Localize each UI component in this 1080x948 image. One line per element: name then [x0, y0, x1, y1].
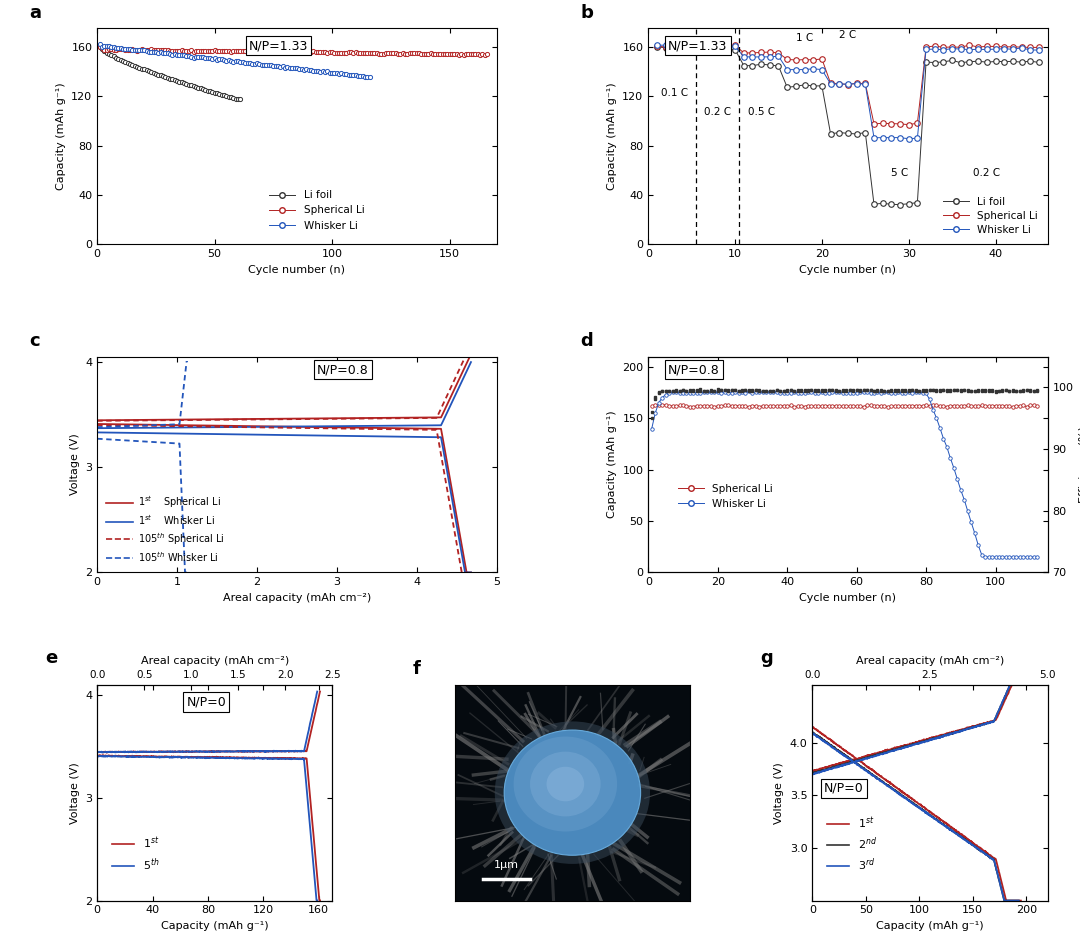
2$^{nd}$: [806, 768, 819, 779]
2$^{nd}$: [944, 729, 957, 740]
Y-axis label: Voltage (V): Voltage (V): [774, 762, 784, 824]
1$^{st}$: [963, 721, 976, 733]
X-axis label: Capacity (mAh g⁻¹): Capacity (mAh g⁻¹): [161, 921, 269, 931]
X-axis label: Cycle number (n): Cycle number (n): [248, 264, 346, 275]
1$^{st}$: [100, 747, 113, 758]
Line: 5$^{th}$: 5$^{th}$: [97, 691, 318, 753]
1$^{st}$: [148, 746, 161, 757]
Text: 0.1 C: 0.1 C: [661, 88, 688, 99]
Text: N/P=0: N/P=0: [824, 782, 864, 794]
X-axis label: Cycle number (n): Cycle number (n): [799, 592, 896, 603]
2$^{nd}$: [900, 740, 913, 752]
Y-axis label: Capacity (mAh g⁻¹): Capacity (mAh g⁻¹): [56, 82, 66, 191]
1$^{st}$: [222, 746, 235, 757]
2$^{nd}$: [1004, 679, 1017, 690]
1$^{st}$: [929, 731, 942, 742]
Text: N/P=0: N/P=0: [187, 696, 227, 708]
3$^{rd}$: [806, 769, 819, 780]
Text: 0.2 C: 0.2 C: [973, 169, 1000, 178]
Text: 0.5 C: 0.5 C: [747, 107, 774, 117]
Line: 2$^{nd}$: 2$^{nd}$: [812, 684, 1018, 774]
1$^{st}$: [1005, 679, 1018, 690]
Text: 0.2 C: 0.2 C: [704, 107, 731, 117]
Legend: Li foil, Spherical Li, Whisker Li: Li foil, Spherical Li, Whisker Li: [939, 192, 1042, 239]
1$^{st}$: [240, 746, 253, 757]
Circle shape: [495, 721, 650, 864]
1$^{st}$: [806, 765, 819, 776]
2$^{nd}$: [928, 733, 941, 744]
X-axis label: Cycle number (n): Cycle number (n): [799, 264, 896, 275]
5$^{th}$: [257, 746, 270, 757]
5$^{th}$: [238, 745, 251, 757]
3$^{rd}$: [1003, 679, 1016, 690]
5$^{th}$: [96, 747, 109, 758]
1$^{st}$: [901, 739, 914, 751]
Circle shape: [530, 752, 600, 816]
2$^{nd}$: [859, 752, 872, 763]
3$^{rd}$: [944, 729, 957, 740]
1$^{st}$: [192, 746, 205, 757]
Text: d: d: [580, 332, 593, 350]
Text: N/P=0.8: N/P=0.8: [316, 363, 368, 376]
Text: e: e: [45, 649, 57, 667]
Text: 5 C: 5 C: [891, 169, 908, 178]
Text: 1μm: 1μm: [494, 860, 519, 870]
3$^{rd}$: [1012, 679, 1025, 690]
Line: 3$^{rd}$: 3$^{rd}$: [812, 684, 1018, 775]
Legend: 1$^{st}$, 2$^{nd}$, 3$^{rd}$: 1$^{st}$, 2$^{nd}$, 3$^{rd}$: [823, 811, 881, 878]
5$^{th}$: [191, 746, 204, 757]
5$^{th}$: [148, 746, 161, 757]
3$^{rd}$: [900, 741, 913, 753]
Y-axis label: Voltage (V): Voltage (V): [69, 762, 80, 824]
1$^{st}$: [842, 755, 855, 766]
X-axis label: Capacity (mAh g⁻¹): Capacity (mAh g⁻¹): [876, 921, 984, 931]
3$^{rd}$: [860, 753, 873, 764]
1$^{st}$: [259, 745, 272, 757]
Line: 1$^{st}$: 1$^{st}$: [812, 684, 1021, 771]
X-axis label: Areal capacity (mAh cm⁻²): Areal capacity (mAh cm⁻²): [222, 592, 372, 603]
3$^{rd}$: [842, 758, 855, 770]
5$^{th}$: [220, 745, 233, 757]
5$^{th}$: [91, 746, 104, 757]
Legend: 1$^{st}$, 5$^{th}$: 1$^{st}$, 5$^{th}$: [108, 831, 164, 878]
1$^{st}$: [131, 746, 144, 757]
2$^{nd}$: [961, 723, 974, 735]
2$^{nd}$: [842, 757, 855, 769]
Text: N/P=1.33: N/P=1.33: [249, 39, 308, 52]
Circle shape: [504, 730, 640, 855]
5$^{th}$: [130, 746, 143, 757]
3$^{rd}$: [928, 733, 941, 744]
Legend: Spherical Li, Whisker Li: Spherical Li, Whisker Li: [674, 480, 777, 513]
Text: a: a: [29, 4, 41, 22]
X-axis label: Areal capacity (mAh cm⁻²): Areal capacity (mAh cm⁻²): [855, 656, 1004, 666]
Text: g: g: [760, 649, 773, 667]
Y-axis label: Capacity (mAh g⁻¹): Capacity (mAh g⁻¹): [607, 82, 617, 191]
Text: 2 C: 2 C: [839, 30, 856, 41]
Circle shape: [546, 767, 584, 801]
Line: 1$^{st}$: 1$^{st}$: [97, 691, 320, 753]
Circle shape: [514, 737, 617, 831]
1$^{st}$: [91, 747, 104, 758]
5$^{th}$: [311, 685, 324, 697]
1$^{st}$: [313, 685, 326, 697]
Legend: 1$^{st}$    Spherical Li, 1$^{st}$    Whisker Li, 105$^{th}$ Spherical Li, 105$^: 1$^{st}$ Spherical Li, 1$^{st}$ Whisker …: [103, 490, 229, 568]
2$^{nd}$: [1012, 679, 1025, 690]
3$^{rd}$: [807, 769, 820, 780]
Text: f: f: [413, 660, 420, 678]
Text: b: b: [580, 4, 593, 22]
Y-axis label: Voltage (V): Voltage (V): [69, 433, 80, 496]
1$^{st}$: [860, 751, 873, 762]
1$^{st}$: [1014, 679, 1027, 690]
Y-axis label: Capacity (mAh g⁻¹): Capacity (mAh g⁻¹): [607, 410, 617, 519]
Text: c: c: [29, 332, 40, 350]
3$^{rd}$: [961, 723, 974, 735]
Text: N/P=0.8: N/P=0.8: [669, 363, 720, 376]
X-axis label: Areal capacity (mAh cm⁻²): Areal capacity (mAh cm⁻²): [140, 656, 289, 666]
Legend: Li foil, Spherical Li, Whisker Li: Li foil, Spherical Li, Whisker Li: [265, 186, 368, 235]
Text: N/P=1.33: N/P=1.33: [669, 39, 728, 52]
Text: 1 C: 1 C: [796, 33, 813, 43]
1$^{st}$: [945, 727, 958, 738]
